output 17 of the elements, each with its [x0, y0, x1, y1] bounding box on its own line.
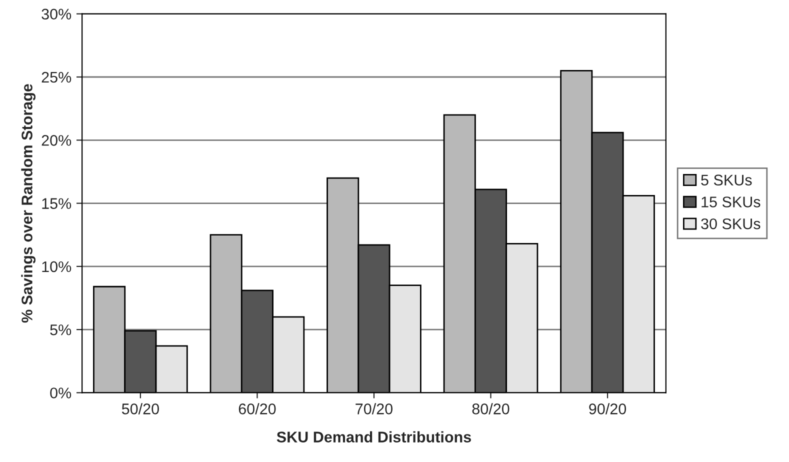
y-tick-label: 25%: [42, 72, 72, 83]
y-tick-label: 15%: [42, 198, 72, 209]
legend-label: 15 SKUs: [702, 196, 760, 208]
legend-label: 30 SKUs: [701, 218, 760, 230]
y-tick-label: 30%: [42, 8, 72, 20]
x-tick-label: 50/20: [122, 403, 159, 414]
x-tick-label: 60/20: [238, 403, 276, 414]
legend-label: 5 SKUs: [701, 174, 752, 186]
x-tick-label: 90/20: [589, 403, 626, 414]
x-tick-label: 80/20: [472, 403, 510, 414]
y-tick-label: 0%: [50, 388, 72, 398]
y-tick-label: 20%: [42, 135, 72, 146]
y-tick-label: 5%: [50, 324, 72, 336]
x-axis-title: SKU Demand Distributions: [276, 431, 471, 442]
y-axis-title: % Savings over Random Storage: [21, 84, 36, 323]
x-tick-label: 70/20: [356, 403, 393, 414]
y-tick-label: 10%: [42, 261, 72, 272]
